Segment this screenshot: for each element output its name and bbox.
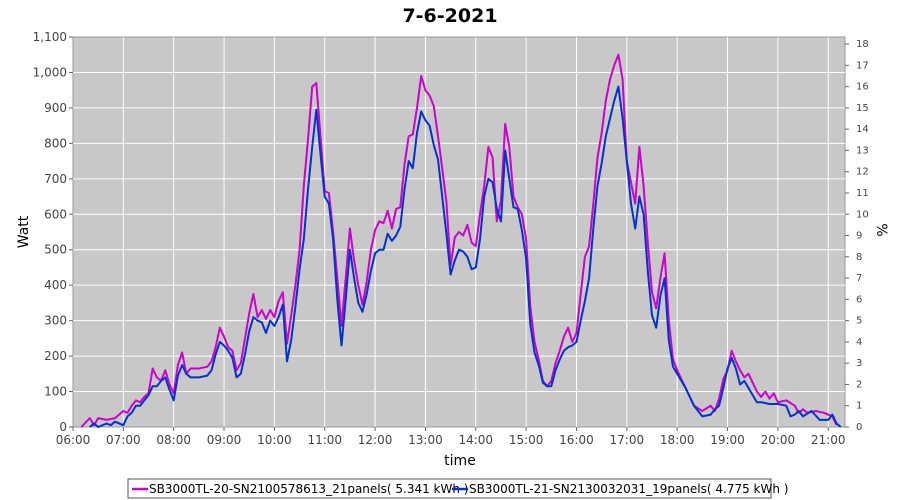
x-tick-label: 12:00 bbox=[358, 433, 393, 447]
series-lines bbox=[80, 53, 842, 428]
y2-tick-label: 15 bbox=[856, 103, 869, 114]
y-tick-label: 300 bbox=[44, 314, 67, 328]
x-tick-label: 21:00 bbox=[811, 433, 846, 447]
y2-tick-label: 4 bbox=[856, 337, 862, 348]
x-tick-label: 14:00 bbox=[458, 433, 493, 447]
x-tick-label: 09:00 bbox=[207, 433, 242, 447]
x-tick-label: 18:00 bbox=[660, 433, 695, 447]
x-tick-label: 16:00 bbox=[559, 433, 594, 447]
y2-tick-label: 3 bbox=[856, 358, 862, 369]
x-tick-label: 07:00 bbox=[106, 433, 141, 447]
legend-label-series-1: SB3000TL-21-SN2130032031_19panels( 4.775… bbox=[469, 482, 788, 496]
y-tick-label: 100 bbox=[44, 385, 67, 399]
y-tick-label: 700 bbox=[44, 172, 67, 186]
x-tick-label: 15:00 bbox=[509, 433, 544, 447]
y2-tick-label: 10 bbox=[856, 209, 869, 220]
y-axis-left: 0 100 200 300 400 500 600 700 800 900 1,000 1,100 bbox=[33, 30, 73, 434]
x-tick-label: 11:00 bbox=[307, 433, 342, 447]
x-tick-label: 19:00 bbox=[710, 433, 745, 447]
y-tick-label: 1,100 bbox=[33, 30, 67, 44]
y2-tick-label: 13 bbox=[856, 145, 869, 156]
y2-tick-label: 17 bbox=[856, 60, 869, 71]
grid-lines bbox=[73, 37, 845, 427]
y-tick-label: 900 bbox=[44, 101, 67, 115]
x-axis: 06:00 07:00 08:00 09:00 10:00 11:00 12:00 13:00… bbox=[56, 427, 846, 447]
y-tick-label: 1,000 bbox=[33, 65, 67, 79]
x-tick-label: 13:00 bbox=[408, 433, 443, 447]
x-tick-label: 06:00 bbox=[56, 433, 91, 447]
series-line-1 bbox=[89, 85, 842, 428]
x-tick-label: 20:00 bbox=[761, 433, 796, 447]
y2-tick-label: 2 bbox=[856, 379, 862, 390]
y-tick-label: 800 bbox=[44, 136, 67, 150]
legend-box bbox=[127, 478, 772, 499]
y2-tick-label: 0 bbox=[856, 422, 862, 433]
y2-tick-label: 8 bbox=[856, 252, 862, 263]
y2-tick-label: 7 bbox=[856, 273, 862, 284]
y2-tick-label: 12 bbox=[856, 167, 869, 178]
y-tick-label: 200 bbox=[44, 349, 67, 363]
x-tick-label: 17:00 bbox=[610, 433, 645, 447]
x-tick-label: 08:00 bbox=[156, 433, 191, 447]
y2-tick-label: 16 bbox=[856, 82, 869, 93]
y2-tick-label: 11 bbox=[856, 188, 869, 199]
x-axis-label: time bbox=[444, 453, 476, 469]
y2-tick-label: 5 bbox=[856, 316, 862, 327]
y-tick-label: 0 bbox=[59, 420, 67, 434]
chart-title: 7-6-2021 bbox=[402, 5, 497, 27]
y-axis-label: Watt bbox=[16, 215, 32, 248]
y2-tick-label: 9 bbox=[856, 231, 862, 242]
legend-label-series-0: SB3000TL-20-SN2100578613_21panels( 5.341… bbox=[149, 482, 468, 496]
y-tick-label: 500 bbox=[44, 243, 67, 257]
y2-tick-label: 14 bbox=[856, 124, 869, 135]
x-tick-label: 10:00 bbox=[257, 433, 292, 447]
y2-tick-label: 18 bbox=[856, 39, 869, 50]
legend: SB3000TL-20-SN2100578613_21panels( 5.341… bbox=[127, 478, 788, 499]
y2-tick-label: 6 bbox=[856, 294, 862, 305]
y-tick-label: 600 bbox=[44, 207, 67, 221]
y2-axis-label: % bbox=[873, 223, 889, 236]
y2-tick-label: 1 bbox=[856, 401, 862, 412]
y-tick-label: 400 bbox=[44, 278, 67, 292]
